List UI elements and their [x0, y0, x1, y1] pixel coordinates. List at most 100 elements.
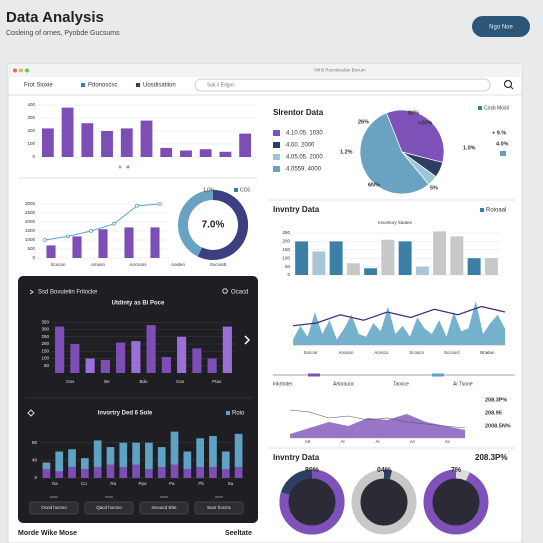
pager-dot[interactable]: [126, 165, 130, 169]
bar: [120, 128, 133, 157]
annotation: 208.3P%: [485, 397, 507, 403]
x-tick-label: Pb: [198, 481, 204, 486]
bar: [150, 227, 160, 258]
window-titlebar: [8, 64, 522, 77]
x-tick-label: Scocon: [50, 262, 66, 267]
y-tick-label: 150: [41, 348, 49, 353]
legend-swatch: [273, 142, 280, 148]
x-tick-label: Scoscn: [409, 350, 424, 355]
bar-segment: [221, 451, 230, 470]
progress-label: Ar Tsone: [453, 381, 473, 387]
top-button[interactable]: [472, 16, 530, 37]
bar-segment: [93, 466, 102, 478]
line: [292, 305, 506, 327]
bar-segment: [234, 433, 243, 467]
x-tick-label: Ac: [445, 439, 451, 444]
panel-title: Slrentor Data: [273, 108, 324, 117]
bar-segment: [132, 464, 140, 478]
progress-label: Inkrtniter: [273, 381, 293, 387]
button[interactable]: [194, 501, 244, 515]
tab[interactable]: Uosdisatiion: [143, 83, 176, 89]
dark-panel-title: Ssd Bovutelin Frilocke: [38, 290, 98, 296]
annotation: 80%: [408, 110, 419, 116]
window-dot[interactable]: [13, 68, 17, 73]
x-tick-label: Pa: [169, 481, 175, 486]
legend-label: Roioaal: [486, 208, 506, 214]
x-tick-label: Ppa: [138, 481, 147, 486]
search-icon: [510, 86, 514, 90]
pager-dot[interactable]: [118, 165, 122, 169]
bar: [222, 326, 232, 373]
donut-center: [432, 478, 480, 526]
line-point: [112, 221, 116, 226]
bar: [55, 326, 65, 373]
y-tick-label: 250: [282, 230, 290, 235]
bar: [329, 241, 343, 275]
y-tick-label: 2000: [25, 219, 36, 224]
search-icon[interactable]: [222, 288, 228, 294]
line-point: [89, 229, 93, 233]
tab-icon: [81, 83, 85, 87]
line-point: [66, 234, 70, 239]
x-tick-label: Ancsoss: [129, 262, 147, 267]
footer-label: Seeltate: [225, 530, 252, 537]
bar: [450, 236, 464, 275]
button[interactable]: [84, 501, 134, 515]
tab[interactable]: Frot Sioxie: [24, 83, 53, 89]
bar: [433, 231, 447, 275]
bar-segment: [106, 447, 115, 465]
x-tick-label: Socoodt: [210, 262, 227, 267]
tab[interactable]: Pdonoscsc: [88, 83, 117, 89]
menu-icon[interactable]: [29, 289, 34, 295]
y-tick-label: 0: [34, 475, 37, 480]
y-tick-label: 350: [41, 319, 49, 324]
bar: [192, 348, 202, 373]
x-tick-label: Socoor: [304, 350, 319, 355]
bar: [81, 123, 94, 157]
bar: [161, 357, 171, 373]
y-tick-label: 100: [27, 141, 35, 146]
window-dot[interactable]: [25, 68, 29, 73]
bar: [239, 133, 252, 157]
x-tick-label: Bnatan: [480, 350, 495, 355]
search-icon[interactable]: [503, 79, 513, 89]
x-tick-label: Ra: [110, 481, 116, 486]
window-dot[interactable]: [19, 68, 23, 73]
progress-marker: [432, 373, 444, 377]
x-tick-label: Anoscn: [338, 350, 354, 355]
button-label: Qacd hocmo: [96, 505, 122, 510]
annotation: +20%: [418, 120, 432, 126]
search-box[interactable]: [194, 78, 491, 92]
x-tick-label: Bdo: [139, 379, 148, 384]
bar-segment: [196, 466, 204, 478]
top-button-label: Ngo Noe: [489, 25, 513, 31]
x-tick-label: Al: [340, 439, 344, 444]
donut-center: [360, 478, 408, 526]
legend-label: Roio: [232, 411, 245, 417]
y-tick-label: 3000: [25, 201, 36, 206]
bar-segment: [119, 442, 128, 467]
bar-segment: [93, 440, 102, 467]
annotation: 1.2%: [340, 149, 353, 155]
window-title: Nfi B Rocmlecdan Bocum: [314, 68, 366, 73]
bar: [381, 239, 395, 275]
panel-title: Invntry Data: [273, 205, 320, 214]
button[interactable]: [29, 501, 79, 515]
line: [289, 409, 466, 429]
bar: [180, 150, 192, 157]
y-tick-label: 200: [41, 341, 49, 346]
bar: [100, 359, 110, 373]
bar: [41, 128, 54, 157]
bar: [177, 336, 187, 373]
bar: [98, 229, 108, 258]
bar-segment: [55, 471, 64, 478]
next-arrow[interactable]: [244, 335, 251, 345]
bar-segment: [209, 466, 217, 478]
bar: [140, 120, 153, 157]
y-tick-label: 0: [32, 255, 35, 260]
panel-title: Invntry Data: [273, 453, 320, 462]
button[interactable]: [139, 501, 189, 515]
legend-label: Cosb Mosil: [484, 105, 509, 111]
y-tick-label: 100: [41, 356, 49, 361]
